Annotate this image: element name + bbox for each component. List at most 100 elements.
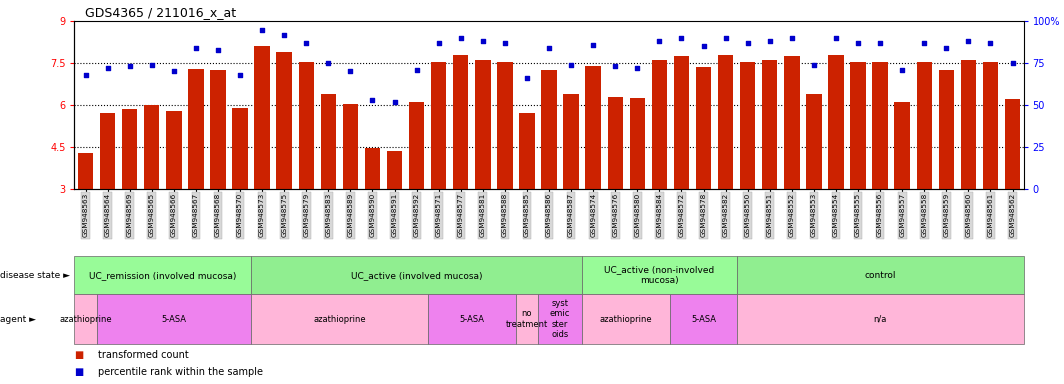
Point [739,40,757,46]
Point [276,31,293,38]
Bar [762,60,778,189]
Point [187,45,204,51]
Text: no
treatment: no treatment [505,310,548,329]
Point [77,72,94,78]
Bar [608,97,622,189]
Point [144,62,161,68]
Text: syst
emic
ster
oids: syst emic ster oids [550,299,570,339]
Text: ■: ■ [74,350,84,360]
Bar [1004,99,1020,189]
Text: UC_remission (involved mucosa): UC_remission (involved mucosa) [89,271,236,280]
Point [960,38,977,44]
Bar [630,98,645,189]
Text: 5-ASA: 5-ASA [162,314,186,324]
Point [871,40,888,46]
Text: n/a: n/a [874,314,886,324]
Bar [211,70,226,189]
Bar [166,111,182,189]
Bar [387,151,402,189]
Text: control: control [864,271,896,280]
Bar [807,94,821,189]
Point [828,35,845,41]
Bar [188,69,203,189]
Point [1004,60,1021,66]
Point [386,99,403,105]
Text: UC_active (involved mucosa): UC_active (involved mucosa) [351,271,482,280]
Bar [585,66,601,189]
Point [99,65,116,71]
Point [121,63,138,70]
Bar [78,152,94,189]
Bar [718,55,733,189]
Point [518,75,535,81]
Bar [122,109,137,189]
Bar [343,104,359,189]
Text: ■: ■ [74,367,84,377]
Text: azathioprine: azathioprine [600,314,652,324]
Bar [828,55,844,189]
Point [805,62,822,68]
Point [717,35,734,41]
Bar [983,62,998,189]
Bar [365,148,380,189]
Text: transformed count: transformed count [98,350,188,360]
Point [210,46,227,53]
Point [253,26,270,33]
Point [783,35,800,41]
Bar [254,46,270,189]
Bar [476,60,491,189]
Bar [497,62,513,189]
Point [452,35,469,41]
Point [497,40,514,46]
Point [541,45,558,51]
Bar [563,94,579,189]
Point [430,40,447,46]
Point [982,40,999,46]
Bar [277,52,292,189]
Text: 5-ASA: 5-ASA [460,314,484,324]
Point [409,67,426,73]
Point [672,35,689,41]
Bar [519,113,535,189]
Bar [895,102,910,189]
Point [475,38,492,44]
Bar [916,62,932,189]
Bar [739,62,755,189]
Bar [453,55,468,189]
Point [916,40,933,46]
Bar [651,60,667,189]
Bar [431,62,447,189]
Text: GDS4365 / 211016_x_at: GDS4365 / 211016_x_at [85,6,236,19]
Text: percentile rank within the sample: percentile rank within the sample [98,367,263,377]
Bar [696,67,711,189]
Bar [872,62,887,189]
Text: azathioprine: azathioprine [60,314,112,324]
Bar [232,108,248,189]
Bar [299,62,314,189]
Point [165,68,182,74]
Point [563,62,580,68]
Bar [542,70,556,189]
Bar [144,105,160,189]
Bar [784,56,799,189]
Point [232,72,249,78]
Bar [961,60,976,189]
Text: azathioprine: azathioprine [313,314,366,324]
Point [761,38,778,44]
Point [651,38,668,44]
Bar [100,113,115,189]
Bar [409,102,425,189]
Bar [938,70,954,189]
Bar [674,56,689,189]
Point [342,68,359,74]
Bar [850,62,866,189]
Point [364,97,381,103]
Text: disease state ►: disease state ► [0,271,70,280]
Point [695,43,712,50]
Text: 5-ASA: 5-ASA [691,314,716,324]
Point [606,63,624,70]
Point [894,67,911,73]
Point [629,65,646,71]
Point [849,40,866,46]
Point [298,40,315,46]
